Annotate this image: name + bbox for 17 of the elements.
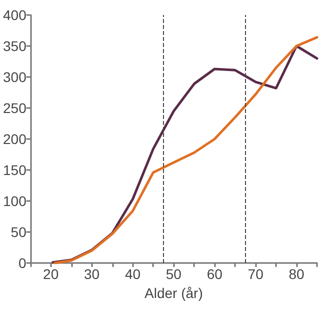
y-tick-label: 200 xyxy=(3,131,27,147)
x-tick-label: 20 xyxy=(43,266,59,282)
x-tick-label: 60 xyxy=(206,266,223,282)
y-tick-label: 0 xyxy=(18,255,27,271)
x-tick-label: 50 xyxy=(166,266,182,282)
y-tick-label: 150 xyxy=(3,162,27,178)
x-tick-label: 70 xyxy=(248,266,264,282)
x-tick-label: 40 xyxy=(124,266,141,282)
y-tick-label: 50 xyxy=(10,224,27,240)
x-tick-label: 80 xyxy=(288,266,305,282)
x-tick-label: 30 xyxy=(84,266,100,282)
y-tick-label: 300 xyxy=(3,69,27,85)
y-tick-label: 400 xyxy=(3,7,27,23)
y-tick-label: 350 xyxy=(3,38,27,54)
y-tick-label: 100 xyxy=(3,193,27,209)
x-axis-title: Alder (år) xyxy=(144,284,203,301)
y-tick-label: 250 xyxy=(3,100,27,116)
